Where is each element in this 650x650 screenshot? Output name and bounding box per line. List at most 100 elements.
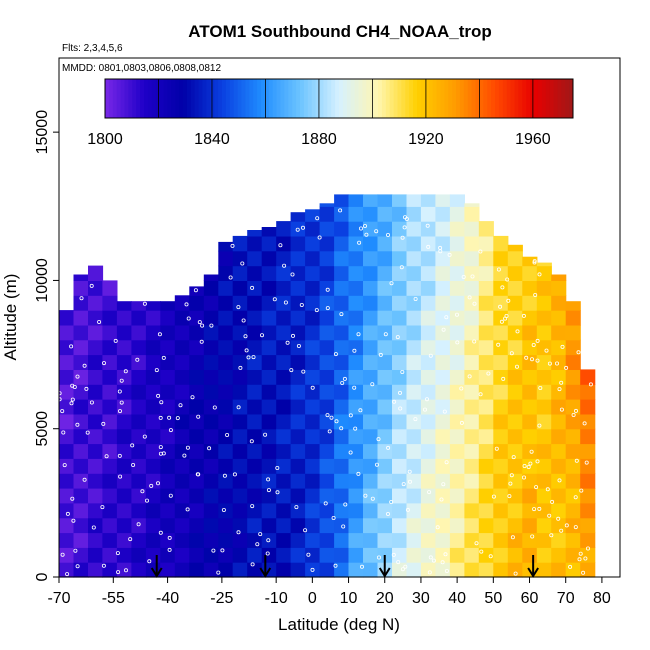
heatmap-cell — [392, 562, 408, 578]
heatmap-cell — [348, 250, 364, 267]
heatmap-cell — [406, 502, 422, 519]
heatmap-cell — [406, 384, 422, 400]
colorbar-swatch — [218, 79, 223, 118]
colorbar-swatch — [128, 79, 133, 118]
heatmap-cell — [88, 324, 104, 341]
heatmap-cell — [203, 443, 219, 459]
heatmap-cell — [218, 369, 234, 385]
sample-point — [564, 523, 569, 528]
heatmap-cell — [131, 562, 147, 578]
heatmap-cell — [507, 488, 523, 504]
heatmap-cell — [377, 443, 393, 459]
colorbar-swatch — [108, 79, 114, 118]
colorbar-swatch — [459, 79, 465, 118]
heatmap-cell — [334, 206, 350, 222]
colorbar-swatch — [335, 79, 340, 118]
heatmap-cell — [392, 547, 408, 563]
heatmap-cell — [478, 280, 494, 296]
heatmap-cell — [247, 532, 263, 548]
sample-point — [116, 570, 121, 575]
heatmap-cell — [363, 399, 379, 415]
heatmap-cell — [348, 517, 364, 534]
heatmap-cell — [189, 369, 205, 385]
sample-point — [327, 429, 332, 434]
heatmap-cell — [218, 250, 234, 267]
heatmap-cell — [478, 458, 494, 474]
sample-point — [385, 512, 390, 517]
sample-point — [323, 501, 328, 506]
sample-point — [401, 482, 406, 487]
plot-frame — [58, 57, 621, 578]
heatmap-cell — [580, 532, 596, 548]
heatmap-cell — [131, 532, 147, 548]
heatmap-cell — [59, 310, 75, 326]
heatmap-cell — [247, 473, 263, 489]
sample-point — [353, 426, 358, 431]
heatmap-cell — [536, 399, 552, 415]
heatmap-cell — [218, 265, 234, 281]
heatmap-cell — [88, 562, 104, 578]
heatmap-cell — [116, 354, 132, 370]
sample-point — [119, 400, 124, 405]
colorbar-swatch — [420, 79, 426, 118]
colorbar-swatch — [381, 79, 387, 118]
heatmap-cell — [59, 517, 75, 534]
sample-point — [501, 376, 506, 381]
heatmap-cell — [464, 562, 480, 578]
colorbar-swatch — [253, 79, 258, 118]
heatmap-cell — [131, 502, 147, 519]
sample-point — [290, 272, 295, 277]
heatmap-cell — [261, 532, 277, 548]
sample-point — [75, 564, 80, 569]
heatmap-cell — [348, 488, 364, 504]
heatmap-cell — [348, 324, 364, 341]
heatmap-cell — [276, 235, 292, 252]
heatmap-cell — [363, 562, 379, 578]
heatmap-cell — [145, 354, 161, 370]
colorbar-swatch — [241, 79, 246, 118]
heatmap-cell — [319, 547, 335, 563]
sample-point — [97, 319, 102, 324]
heatmap-cell — [305, 209, 321, 222]
sample-point — [447, 252, 452, 257]
heatmap-cell — [507, 369, 523, 385]
sample-point — [296, 343, 301, 348]
heatmap-cell — [478, 384, 494, 400]
sample-point — [374, 229, 379, 234]
heatmap-cell — [160, 443, 176, 459]
sample-point — [102, 361, 107, 366]
colorbar-swatch — [249, 79, 254, 118]
heatmap-cell — [580, 488, 596, 504]
sample-point — [290, 333, 295, 338]
heatmap-cell — [406, 221, 422, 237]
heatmap-cell — [131, 399, 147, 415]
heatmap-cell — [348, 206, 364, 222]
sample-point — [478, 249, 483, 254]
heatmap-cell — [189, 324, 205, 341]
heatmap-cell — [420, 206, 436, 222]
heatmap-cell — [392, 280, 408, 296]
heatmap-cell — [73, 280, 89, 296]
heatmap-cell — [261, 443, 277, 459]
heatmap-cell — [377, 502, 393, 519]
colorbar-swatch — [428, 79, 434, 118]
colorbar-swatch — [229, 79, 235, 118]
heatmap-cell — [276, 443, 292, 459]
sample-point — [573, 525, 578, 530]
heatmap-cell — [449, 339, 465, 356]
heatmap-cell — [377, 250, 393, 267]
heatmap-cell — [392, 295, 408, 311]
sample-point — [400, 235, 405, 240]
heatmap-cell — [247, 399, 263, 415]
heatmap-cell — [174, 399, 190, 415]
heatmap-cell — [377, 310, 393, 326]
heatmap-cell — [131, 428, 147, 445]
heatmap-cell — [102, 428, 118, 445]
heatmap-cell — [377, 194, 393, 207]
heatmap-cell — [536, 547, 552, 563]
heatmap-cell — [435, 473, 451, 489]
colorbar-swatch — [374, 79, 379, 118]
sample-point — [130, 443, 135, 448]
heatmap-cell — [247, 547, 263, 563]
heatmap-cell — [377, 517, 393, 534]
